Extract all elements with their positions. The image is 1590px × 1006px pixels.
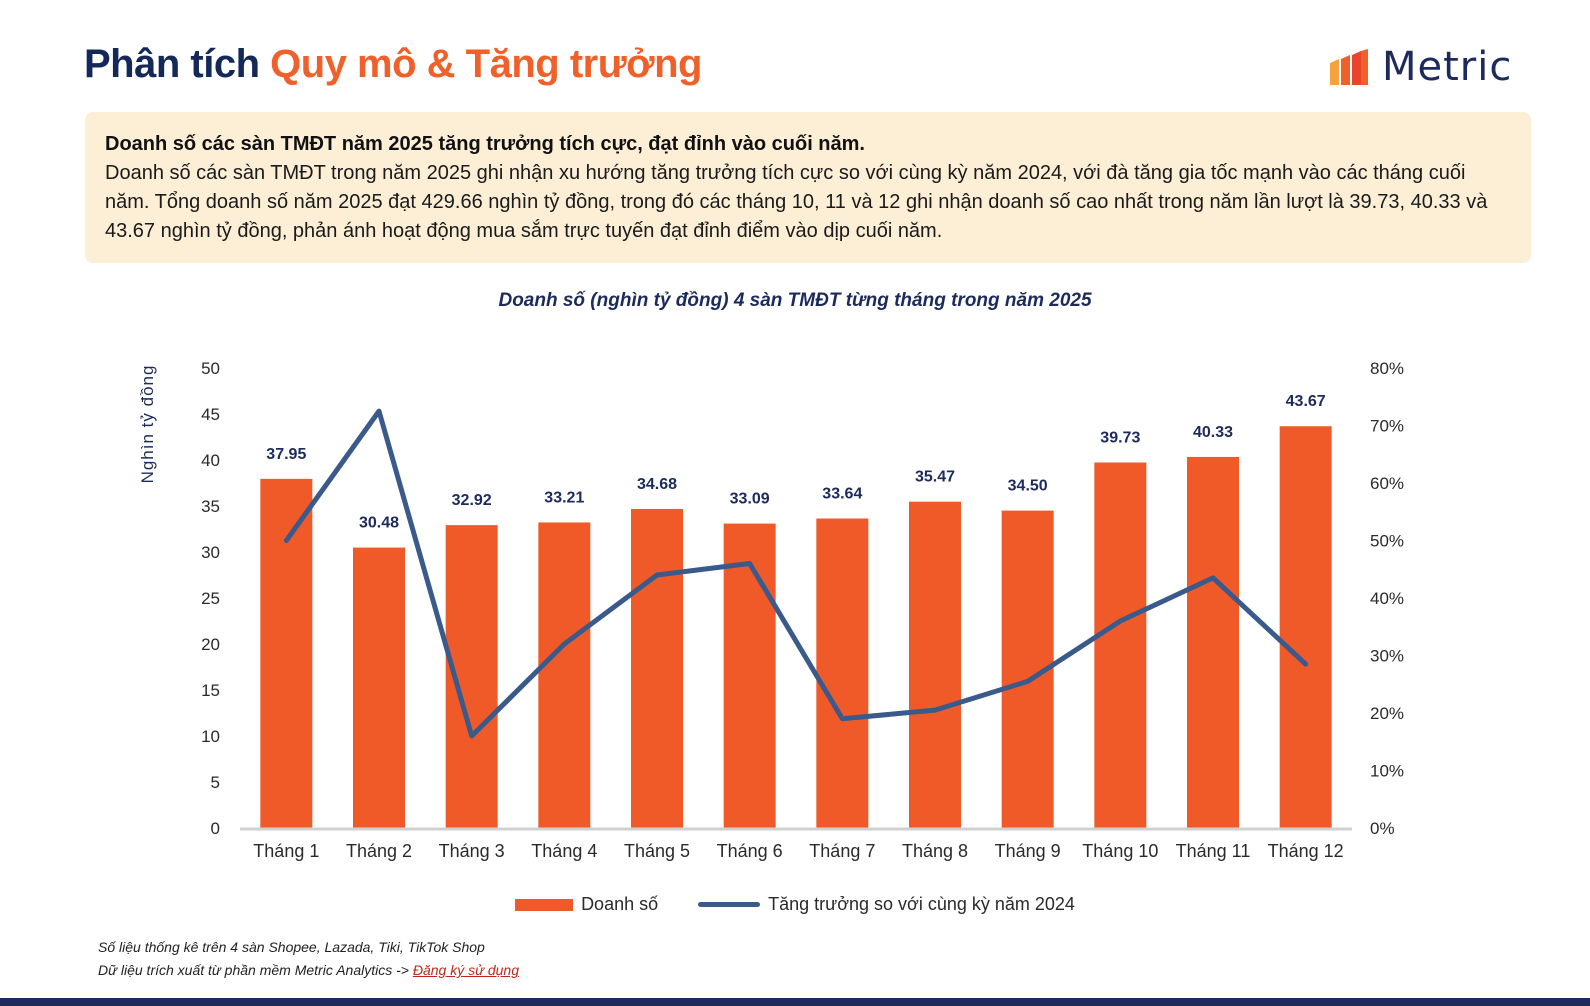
x-tick-label: Tháng 8	[902, 841, 968, 861]
y2-tick-label: 10%	[1370, 762, 1404, 781]
brand-logo: Metric	[1330, 44, 1512, 90]
bar-data-label: 40.33	[1193, 424, 1233, 441]
bar-data-label: 34.50	[1008, 478, 1048, 495]
bar	[631, 508, 683, 828]
summary-title: Doanh số các sàn TMĐT năm 2025 tăng trưở…	[105, 133, 865, 155]
bar-data-label: 43.67	[1286, 393, 1326, 410]
footnote-source: Số liệu thống kê trên 4 sàn Shopee, Laza…	[98, 939, 485, 955]
y2-tick-label: 70%	[1370, 417, 1404, 436]
legend-bar-swatch	[515, 898, 574, 911]
chart-legend: Doanh số Tăng trưởng so với cùng kỳ năm …	[0, 894, 1590, 915]
legend-line-label: Tăng trưởng so với cùng kỳ năm 2024	[768, 894, 1075, 914]
bar-data-label: 33.09	[730, 491, 770, 508]
footnote-extract: Dữ liệu trích xuất từ phần mềm Metric An…	[98, 959, 519, 982]
summary-text: Doanh số các sàn TMĐT trong năm 2025 ghi…	[105, 162, 1488, 242]
x-tick-label: Tháng 10	[1082, 841, 1158, 861]
bar-data-label: 37.95	[266, 446, 306, 463]
y-tick-label: 5	[211, 773, 220, 792]
footnotes: Số liệu thống kê trên 4 sàn Shopee, Laza…	[98, 936, 519, 982]
y2-tick-label: 80%	[1370, 359, 1404, 378]
y-tick-label: 40	[201, 451, 220, 470]
y-tick-label: 50	[201, 359, 220, 378]
bar	[1187, 456, 1239, 828]
x-tick-label: Tháng 5	[624, 841, 690, 861]
y2-tick-label: 60%	[1370, 474, 1404, 493]
x-tick-label: Tháng 1	[253, 841, 319, 861]
y-tick-label: 10	[201, 727, 220, 746]
bar-data-label: 33.64	[822, 486, 862, 503]
bar-data-label: 33.21	[544, 489, 584, 506]
chart-title: Doanh số (nghìn tỷ đồng) 4 sàn TMĐT từng…	[498, 290, 1092, 311]
x-tick-label: Tháng 7	[809, 841, 875, 861]
y-axis-label: Nghìn tỷ đồng	[138, 365, 157, 484]
y-tick-label: 45	[201, 405, 220, 424]
growth-line	[283, 408, 1309, 739]
y2-tick-label: 30%	[1370, 647, 1404, 666]
bar	[353, 547, 405, 828]
title-part-2: Quy mô & Tăng trưởng	[270, 42, 702, 86]
legend-item-line: Tăng trưởng so với cùng kỳ năm 2024	[698, 894, 1075, 915]
y-tick-label: 20	[201, 635, 220, 654]
bar	[260, 478, 313, 828]
bar	[1094, 462, 1147, 828]
y2-tick-label: 20%	[1370, 704, 1404, 723]
x-tick-label: Tháng 11	[1176, 841, 1251, 861]
bar-data-label: 30.48	[359, 515, 399, 532]
legend-item-bar: Doanh số	[515, 894, 658, 915]
legend-line-swatch	[698, 902, 761, 907]
bar	[1279, 426, 1332, 828]
title-part-1: Phân tích	[84, 42, 271, 86]
y-tick-label: 35	[201, 497, 220, 516]
register-link[interactable]: Đăng ký sử dụng	[412, 962, 519, 978]
y2-tick-label: 40%	[1370, 589, 1404, 608]
bar-data-label: 34.68	[637, 476, 677, 493]
bar-chart-logo-icon	[1330, 49, 1368, 85]
x-tick-label: Tháng 2	[346, 841, 412, 861]
x-tick-label: Tháng 3	[439, 841, 505, 861]
x-tick-label: Tháng 6	[717, 841, 783, 861]
bottom-bar	[0, 998, 1590, 1006]
brand-name: Metric	[1382, 44, 1513, 90]
bar	[816, 518, 869, 828]
y2-tick-label: 0%	[1370, 819, 1395, 838]
y-tick-label: 30	[201, 543, 220, 562]
x-tick-label: Tháng 4	[531, 841, 597, 861]
footnote-extract-text: Dữ liệu trích xuất từ phần mềm Metric An…	[98, 962, 413, 978]
bar-data-label: 35.47	[915, 469, 955, 486]
bar	[538, 522, 591, 828]
y-tick-label: 15	[201, 681, 220, 700]
bar	[909, 501, 961, 828]
y-tick-label: 0	[211, 819, 220, 838]
x-tick-label: Tháng 9	[995, 841, 1061, 861]
bar-data-label: 32.92	[452, 492, 492, 509]
bar-data-label: 39.73	[1100, 429, 1140, 446]
page-title: Phân tích Quy mô & Tăng trưởng	[84, 42, 702, 87]
x-tick-label: Tháng 12	[1268, 841, 1344, 861]
bar	[723, 523, 776, 828]
y-tick-label: 25	[201, 589, 220, 608]
y2-tick-label: 50%	[1370, 532, 1404, 551]
summary-box: Doanh số các sàn TMĐT năm 2025 tăng trưở…	[85, 112, 1531, 263]
combo-chart: Nghìn tỷ đồng 0 5 10 15 20 25 30 35 40 45 50 0% 10% 20…	[138, 359, 1404, 861]
legend-bar-label: Doanh số	[581, 894, 659, 914]
